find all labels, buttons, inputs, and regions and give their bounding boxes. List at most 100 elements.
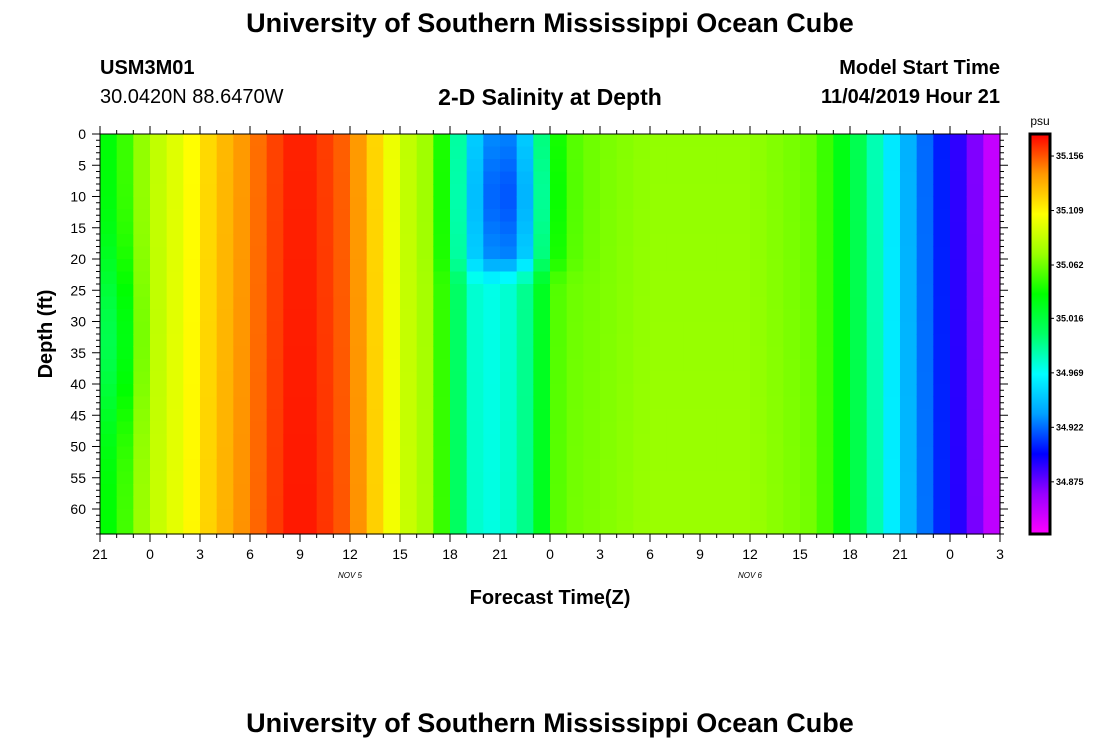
heatmap-cell xyxy=(100,171,118,185)
heatmap-cell xyxy=(183,471,201,485)
heatmap-cell xyxy=(766,434,784,448)
heatmap-cell xyxy=(783,384,801,398)
heatmap-cell xyxy=(966,309,984,323)
heatmap-cell xyxy=(150,171,168,185)
heatmap-cell xyxy=(666,159,684,173)
heatmap-cell xyxy=(116,284,134,298)
heatmap-cell xyxy=(366,496,384,510)
heatmap-cell xyxy=(666,446,684,460)
heatmap-cell xyxy=(716,346,734,360)
heatmap-cell xyxy=(950,171,968,185)
heatmap-cell xyxy=(666,396,684,410)
heatmap-cell xyxy=(550,334,568,348)
heatmap-cell xyxy=(883,271,901,285)
heatmap-cell xyxy=(600,196,618,210)
heatmap-cell xyxy=(250,359,268,373)
heatmap-cell xyxy=(866,246,884,260)
heatmap-cell xyxy=(216,134,234,148)
heatmap-cell xyxy=(233,134,251,148)
heatmap-cell xyxy=(733,471,751,485)
heatmap-cell xyxy=(766,159,784,173)
heatmap-cell xyxy=(716,471,734,485)
heatmap-cell xyxy=(216,146,234,160)
heatmap-cell xyxy=(516,309,534,323)
heatmap-cell xyxy=(500,146,518,160)
heatmap-cell xyxy=(666,409,684,423)
heatmap-cell xyxy=(616,146,634,160)
heatmap-cell xyxy=(600,409,618,423)
heatmap-cell xyxy=(850,221,868,235)
heatmap-cell xyxy=(800,446,818,460)
heatmap-cell xyxy=(450,221,468,235)
heatmap-cell xyxy=(366,309,384,323)
heatmap-cell xyxy=(300,184,318,198)
heatmap-cell xyxy=(683,196,701,210)
heatmap-cell xyxy=(100,209,118,223)
heatmap-cell xyxy=(766,134,784,148)
heatmap-cell xyxy=(216,359,234,373)
heatmap-cell xyxy=(666,496,684,510)
heatmap-cell xyxy=(700,146,718,160)
heatmap-cell xyxy=(266,209,284,223)
heatmap-cell xyxy=(133,334,151,348)
heatmap-cell xyxy=(350,209,368,223)
heatmap-cell xyxy=(550,384,568,398)
heatmap-cell xyxy=(883,171,901,185)
heatmap-cell xyxy=(283,259,301,273)
heatmap-cell xyxy=(933,184,951,198)
heatmap-cell xyxy=(866,209,884,223)
heatmap-cell xyxy=(600,171,618,185)
heatmap-cell xyxy=(283,421,301,435)
heatmap-cell xyxy=(633,321,651,335)
heatmap-cell xyxy=(266,134,284,148)
heatmap-cell xyxy=(433,509,451,523)
heatmap-cell xyxy=(316,246,334,260)
heatmap-cell xyxy=(350,421,368,435)
heatmap-cell xyxy=(333,409,351,423)
heatmap-cell xyxy=(800,471,818,485)
y-tick-label: 60 xyxy=(70,501,86,517)
heatmap-cell xyxy=(183,521,201,535)
heatmap-cell xyxy=(700,434,718,448)
heatmap-cell xyxy=(583,234,601,248)
heatmap-cell xyxy=(433,484,451,498)
heatmap-cell xyxy=(350,234,368,248)
heatmap-cell xyxy=(216,371,234,385)
heatmap-cell xyxy=(850,471,868,485)
heatmap-cell xyxy=(966,184,984,198)
heatmap-cell xyxy=(366,471,384,485)
heatmap-cell xyxy=(700,509,718,523)
heatmap-cell xyxy=(983,159,1001,173)
heatmap-cell xyxy=(216,346,234,360)
heatmap-cell xyxy=(550,471,568,485)
heatmap-cell xyxy=(533,434,551,448)
heatmap-cell xyxy=(283,284,301,298)
heatmap-cell xyxy=(166,384,184,398)
heatmap-cell xyxy=(400,246,418,260)
heatmap-cell xyxy=(450,146,468,160)
heatmap-cell xyxy=(733,184,751,198)
heatmap-cell xyxy=(316,234,334,248)
heatmap-cell xyxy=(616,396,634,410)
colorbar-tick-labels: 35.15635.10935.06235.01634.96934.92234.8… xyxy=(1050,151,1084,487)
heatmap-cell xyxy=(650,334,668,348)
heatmap-cell xyxy=(450,409,468,423)
heatmap-cell xyxy=(883,446,901,460)
heatmap-cell xyxy=(216,334,234,348)
heatmap-cell xyxy=(450,459,468,473)
heatmap-cell xyxy=(283,496,301,510)
heatmap-cell xyxy=(300,234,318,248)
heatmap-cell xyxy=(133,321,151,335)
heatmap-cell xyxy=(383,409,401,423)
heatmap-cell xyxy=(866,484,884,498)
heatmap-cell xyxy=(983,434,1001,448)
heatmap-cell xyxy=(300,246,318,260)
heatmap-cell xyxy=(400,384,418,398)
heatmap-cell xyxy=(816,246,834,260)
heatmap-cell xyxy=(283,246,301,260)
heatmap-cell xyxy=(716,421,734,435)
heatmap-cell xyxy=(450,484,468,498)
heatmap-cell xyxy=(633,421,651,435)
heatmap-cell xyxy=(983,134,1001,148)
heatmap-cell xyxy=(433,146,451,160)
